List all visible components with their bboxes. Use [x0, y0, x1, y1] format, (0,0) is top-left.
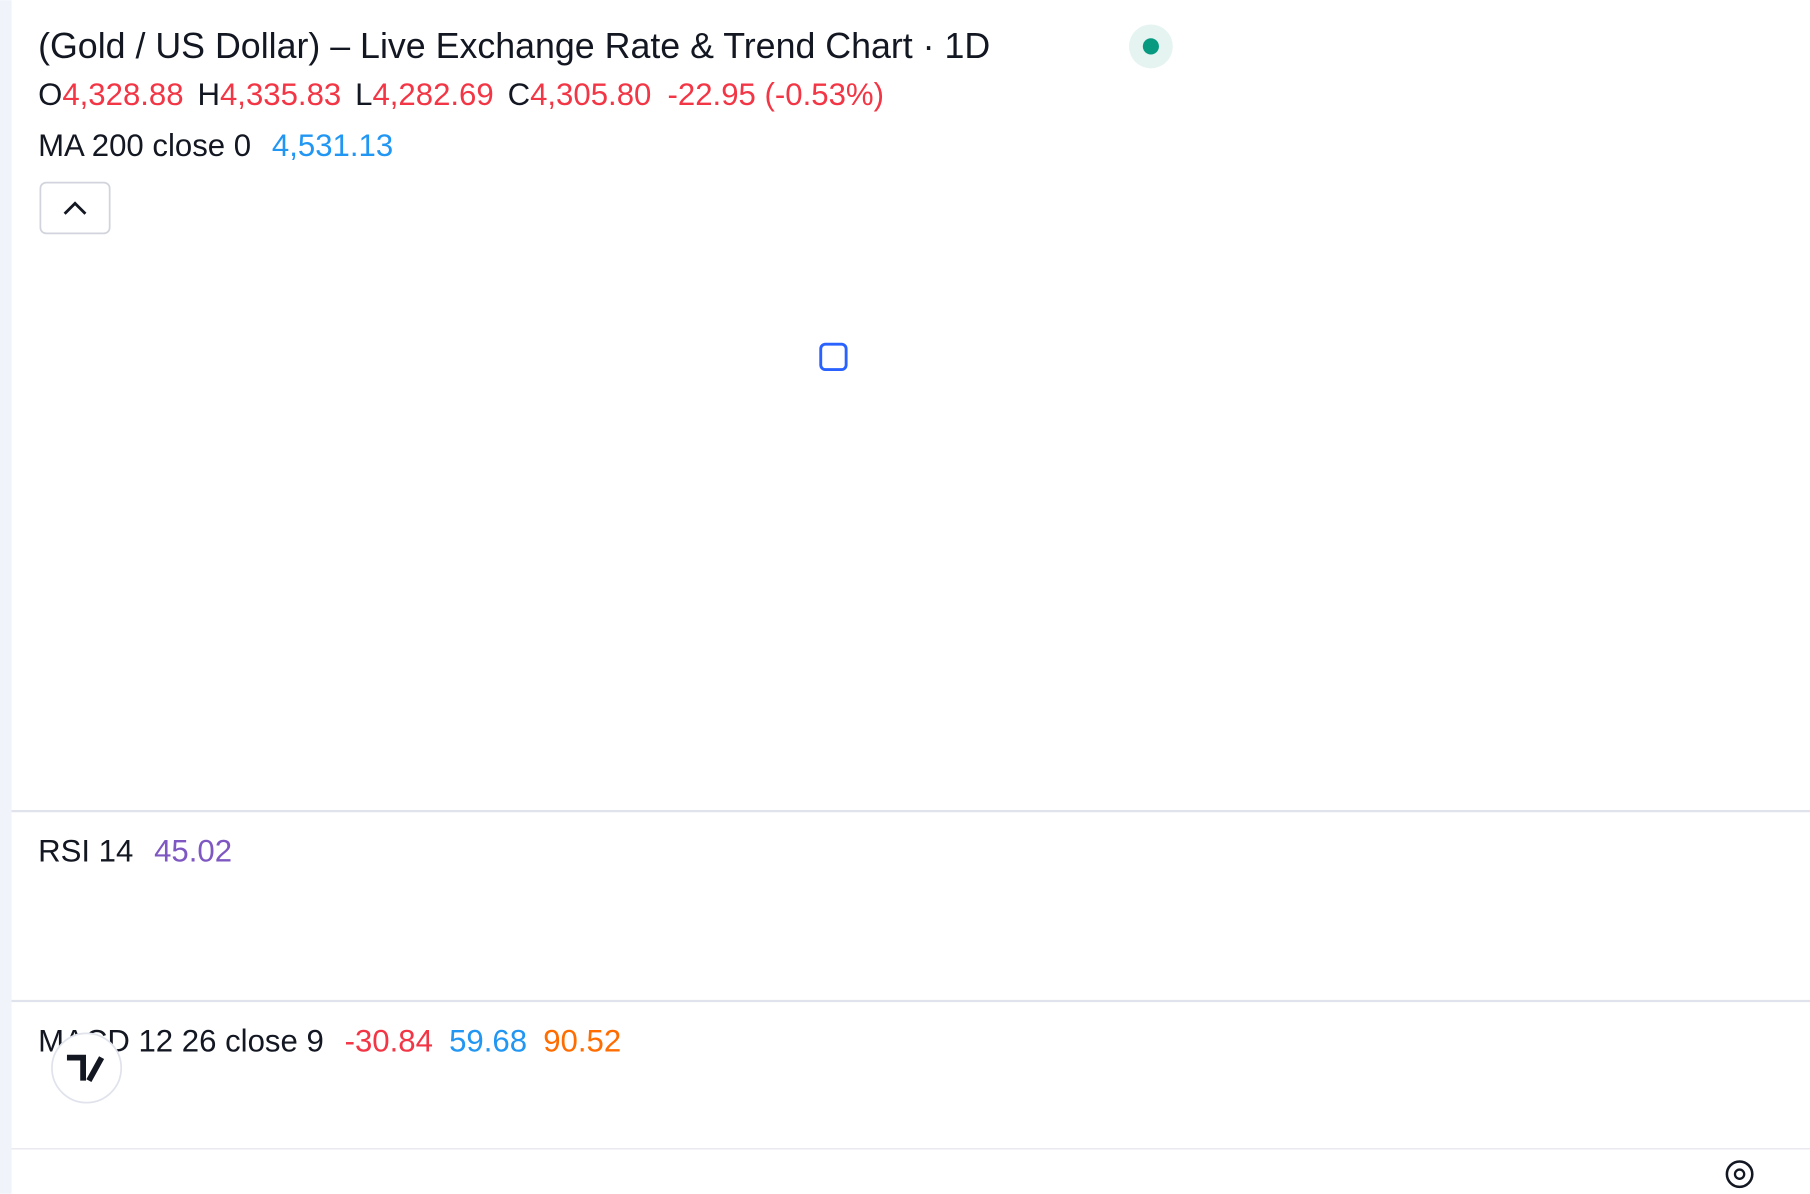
legend-item: 4,305.80: [530, 77, 651, 112]
ohlc-legend: O4,328.88 H4,335.83 L4,282.69 C4,305.80 -22.…: [38, 77, 884, 112]
legend-item: 4,328.88: [62, 77, 183, 112]
rsi-legend: RSI 14 45.02: [38, 833, 232, 868]
ma-legend: MA 200 close 0 4,531.13: [38, 128, 393, 163]
drawing-anchor[interactable]: [819, 342, 848, 372]
logo-mark: [66, 1054, 105, 1083]
settings-icon-center: [1733, 1168, 1746, 1180]
legend-item: L: [355, 77, 372, 112]
legend-item: 90.52: [543, 1024, 621, 1059]
legend-item: RSI 14: [38, 833, 133, 868]
settings-icon[interactable]: [1725, 1160, 1754, 1189]
left-edge: [0, 0, 12, 1194]
legend-item: C: [508, 77, 531, 112]
legend-item: 45.02: [154, 833, 232, 868]
legend-item: 4,282.69: [372, 77, 493, 112]
legend-item: MA 200 close 0: [38, 128, 251, 163]
legend-item: -30.84: [345, 1024, 433, 1059]
legend-item: 4,335.83: [220, 77, 341, 112]
legend-item: -22.95 (-0.53%): [668, 77, 884, 112]
status-dot: [1142, 38, 1159, 55]
legend-item: H: [197, 77, 220, 112]
collapse-button[interactable]: [39, 181, 111, 235]
legend-item: O: [38, 77, 62, 112]
logo: [51, 1032, 123, 1104]
chart-title: (Gold / US Dollar) – Live Exchange Rate …: [38, 26, 990, 66]
legend-item: 4,531.13: [272, 128, 393, 163]
legend-item: 59.68: [449, 1024, 527, 1059]
collapse-icon: [63, 201, 87, 215]
